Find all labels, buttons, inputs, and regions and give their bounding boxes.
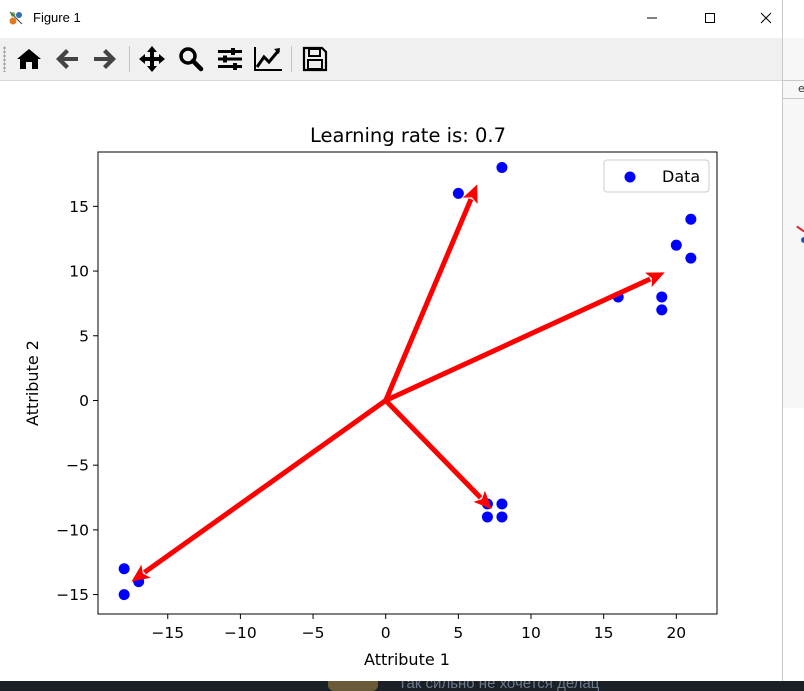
title-bar: Figure 1: [0, 0, 782, 38]
legend: Data: [603, 159, 710, 193]
y-axis-ticks: −15 −10 −5 0 5 10 15: [56, 198, 98, 604]
forward-button[interactable]: [89, 42, 121, 76]
configure-subplots-button[interactable]: [214, 42, 246, 76]
taskbar-text: Так сильно не хочется делац: [398, 681, 600, 691]
x-tick-label: 10: [521, 624, 541, 642]
data-point: [670, 239, 682, 251]
y-tick-label: 10: [69, 263, 89, 281]
arrow-head: [644, 272, 665, 288]
toolbar-separator: [129, 46, 130, 72]
x-tick-label: −15: [151, 624, 184, 642]
edit-axes-icon: [254, 47, 282, 71]
x-tick-label: 20: [666, 624, 686, 642]
data-point: [481, 511, 493, 523]
background-window: e: [781, 38, 804, 408]
scatter-points: [118, 162, 697, 601]
arrow-head: [473, 490, 492, 510]
y-tick-label: −5: [66, 457, 89, 475]
close-icon: [760, 12, 772, 24]
pan-button[interactable]: [136, 42, 168, 76]
y-tick-label: 5: [79, 327, 89, 345]
chart-title: Learning rate is: 0.7: [310, 124, 506, 147]
legend-marker: [624, 171, 636, 183]
close-button[interactable]: [738, 0, 794, 36]
y-tick-label: −15: [56, 586, 89, 604]
x-tick-label: 5: [453, 624, 463, 642]
figure-window: Figure 1: [0, 0, 783, 681]
y-tick-label: −10: [56, 521, 89, 539]
data-point: [496, 162, 508, 174]
x-axis-label: Attribute 1: [364, 650, 450, 669]
save-icon: [302, 46, 328, 72]
x-tick-label: 15: [594, 624, 614, 642]
legend-label: Data: [662, 167, 700, 186]
data-point: [118, 563, 130, 575]
figure-canvas: Learning rate is: 0.7 −15 −10 −5 0 5 10 15 20 −…: [23, 124, 718, 669]
y-tick-label: 15: [69, 198, 89, 216]
taskbar: Так сильно не хочется делац: [0, 681, 804, 691]
data-point: [656, 304, 668, 316]
data-point: [452, 187, 464, 199]
toolbar-separator: [291, 46, 292, 72]
pan-move-icon: [139, 46, 165, 72]
taskbar-avatar: [328, 681, 378, 691]
minimize-button[interactable]: [624, 0, 680, 36]
arrow-head: [462, 184, 478, 205]
forward-arrow-icon: [94, 49, 116, 69]
axes-frame: [97, 151, 718, 615]
arrow-head: [131, 564, 151, 582]
arrow-shaft: [384, 276, 652, 403]
x-tick-label: 0: [381, 624, 391, 642]
arrow-shaft: [383, 198, 474, 402]
home-button[interactable]: [13, 42, 45, 76]
y-axis-label: Attribute 2: [23, 340, 42, 426]
legend-box: [603, 159, 710, 193]
edit-axes-button[interactable]: [252, 42, 284, 76]
toolbar-grip: [3, 46, 6, 72]
maximize-button[interactable]: [682, 0, 738, 36]
home-icon: [17, 49, 41, 69]
y-tick-label: 0: [79, 392, 89, 410]
back-button[interactable]: [51, 42, 83, 76]
data-point: [118, 589, 130, 601]
x-axis-ticks: −15 −10 −5 0 5 10 15 20: [151, 614, 686, 642]
save-button[interactable]: [299, 42, 331, 76]
data-point: [685, 213, 697, 225]
zoom-button[interactable]: [175, 42, 207, 76]
arrow-shaft: [383, 398, 483, 500]
back-arrow-icon: [56, 49, 78, 69]
toolbar: [0, 38, 782, 81]
configure-subplots-icon: [218, 48, 242, 70]
zoom-icon: [179, 47, 204, 72]
data-point: [496, 498, 508, 510]
x-tick-label: −5: [302, 624, 325, 642]
maximize-icon: [705, 13, 715, 23]
data-point: [685, 252, 697, 264]
minimize-icon: [647, 17, 657, 19]
arrow-shaft: [143, 398, 388, 575]
window-title: Figure 1: [33, 10, 81, 25]
data-point: [656, 291, 668, 303]
x-tick-label: −10: [224, 624, 257, 642]
arrow-vectors: [131, 184, 665, 582]
data-point: [496, 511, 508, 523]
app-icon: [9, 11, 23, 25]
